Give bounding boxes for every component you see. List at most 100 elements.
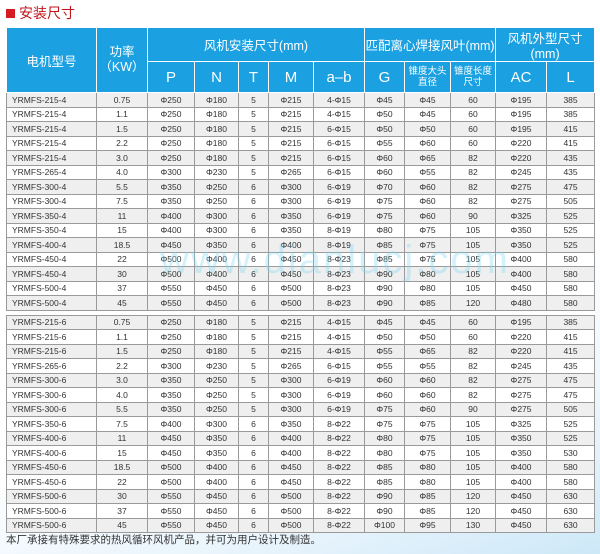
table-cell: Φ450 — [194, 280, 239, 296]
table-cell: Φ300 — [194, 222, 239, 238]
table-cell: Φ65 — [404, 150, 451, 166]
table-cell: Φ500 — [147, 251, 195, 267]
table-cell: Φ450 — [495, 488, 548, 504]
table-cell: 580 — [546, 280, 596, 296]
table-cell: 30 — [96, 266, 148, 282]
table-cell: Φ80 — [364, 445, 405, 461]
table-cell: Φ50 — [364, 329, 405, 345]
table-cell: Φ300 — [147, 358, 195, 374]
table-cell: Φ195 — [495, 92, 548, 108]
table-row: YRMFS-300-6 5.5 Φ350 Φ250 5 Φ300 6-Φ19 Φ75 Φ60 90… — [6, 401, 596, 417]
table-cell: Φ80 — [364, 222, 405, 238]
table-cell: 120 — [449, 503, 497, 519]
table-cell: Φ300 — [268, 193, 314, 209]
footer-note: 本厂承接有特殊要求的热风循环风机产品，并可为用户设计及制造。 — [6, 534, 321, 546]
table-cell: Φ60 — [404, 401, 451, 417]
table-cell: Φ450 — [495, 503, 548, 519]
table-cell: 82 — [449, 387, 497, 403]
table-cell: Φ350 — [495, 430, 548, 446]
table-cell: Φ275 — [495, 193, 548, 209]
table-cell: Φ450 — [194, 503, 239, 519]
table-cell: Φ500 — [268, 295, 314, 311]
table-cell: 6 — [238, 208, 269, 224]
table-cell: 4-Φ15 — [313, 343, 365, 359]
table-cell: YRMFS-215-4 — [6, 150, 97, 166]
table-cell: Φ300 — [268, 372, 314, 388]
header-col: T — [238, 61, 269, 93]
table-cell: Φ450 — [194, 517, 239, 533]
table-cell: 3.0 — [96, 150, 148, 166]
table-cell: Φ245 — [495, 164, 548, 180]
table-cell: Φ250 — [147, 343, 195, 359]
table-cell: Φ550 — [147, 517, 195, 533]
separator-cell — [6, 309, 595, 316]
table-cell: Φ180 — [194, 92, 239, 108]
table-cell: 105 — [449, 251, 497, 267]
table-row: YRMFS-265-4 4.0 Φ300 Φ230 5 Φ265 6-Φ15 Φ60 Φ55 82… — [6, 164, 596, 180]
table-cell: 8-Φ19 — [313, 222, 365, 238]
table-cell: 415 — [546, 329, 596, 345]
table-row: YRMFS-450-4 22 Φ500 Φ400 6 Φ450 8-Φ23 Φ85 Φ75 105… — [6, 251, 596, 267]
table-cell: 6 — [238, 295, 269, 311]
table-cell: Φ220 — [495, 343, 548, 359]
header-col: L — [546, 61, 596, 93]
table-cell: Φ400 — [147, 416, 195, 432]
table-cell: 7.5 — [96, 416, 148, 432]
table-row: YRMFS-400-4 18.5 Φ450 Φ350 6 Φ400 8-Φ19 Φ85 Φ75 1… — [6, 237, 596, 253]
table-row: YRMFS-450-4 30 Φ500 Φ400 6 Φ450 8-Φ23 Φ90 Φ80 105… — [6, 266, 596, 282]
table-row: YRMFS-300-4 7.5 Φ350 Φ250 6 Φ300 6-Φ19 Φ75 Φ60 82… — [6, 193, 596, 209]
table-cell: Φ250 — [194, 387, 239, 403]
table-cell: YRMFS-450-6 — [6, 474, 97, 490]
table-cell: Φ80 — [364, 430, 405, 446]
table-cell: YRMFS-350-6 — [6, 416, 97, 432]
table-cell: Φ550 — [147, 295, 195, 311]
table-cell: 6 — [238, 445, 269, 461]
table-cell: Φ275 — [495, 387, 548, 403]
table-cell: 525 — [546, 208, 596, 224]
table-cell: 105 — [449, 416, 497, 432]
table-cell: 8-Φ23 — [313, 251, 365, 267]
table-row: YRMFS-215-4 1.1 Φ250 Φ180 5 Φ215 4-Φ15 Φ50 Φ45 60… — [6, 106, 596, 122]
table-row: YRMFS-500-6 37 Φ550 Φ450 6 Φ500 8-Φ22 Φ90 Φ85 120… — [6, 503, 596, 519]
table-cell: Φ180 — [194, 135, 239, 151]
table-cell: Φ500 — [147, 459, 195, 475]
table-cell: 525 — [546, 416, 596, 432]
table-cell: Φ275 — [495, 401, 548, 417]
table-cell: 6 — [238, 488, 269, 504]
table-cell: Φ55 — [404, 358, 451, 374]
table-cell: Φ550 — [147, 280, 195, 296]
table-cell: 8-Φ22 — [313, 430, 365, 446]
table-cell: Φ85 — [404, 503, 451, 519]
table-cell: 5.5 — [96, 401, 148, 417]
table-cell: 435 — [546, 164, 596, 180]
table-cell: Φ450 — [268, 251, 314, 267]
table-cell: Φ180 — [194, 314, 239, 330]
table-cell: 525 — [546, 222, 596, 238]
table-cell: Φ350 — [495, 237, 548, 253]
table-cell: Φ60 — [404, 135, 451, 151]
table-cell: YRMFS-300-6 — [6, 387, 97, 403]
table-row: YRMFS-350-6 7.5 Φ400 Φ300 6 Φ350 8-Φ22 Φ75 Φ75 10… — [6, 416, 596, 432]
table-cell: Φ400 — [268, 430, 314, 446]
table-cell: 6-Φ19 — [313, 372, 365, 388]
table-cell: Φ50 — [404, 121, 451, 137]
table-cell: Φ75 — [404, 430, 451, 446]
table-cell: 6 — [238, 237, 269, 253]
table-cell: Φ50 — [364, 121, 405, 137]
table-cell: Φ480 — [495, 295, 548, 311]
table-row: YRMFS-400-6 11 Φ450 Φ350 6 Φ400 8-Φ22 Φ80 Φ75 105… — [6, 430, 596, 446]
table-row: YRMFS-215-4 3.0 Φ250 Φ180 5 Φ215 6-Φ15 Φ60 Φ65 82… — [6, 150, 596, 166]
table-cell: 5 — [238, 106, 269, 122]
table-cell: Φ180 — [194, 343, 239, 359]
table-cell: Φ180 — [194, 150, 239, 166]
table-cell: Φ250 — [194, 372, 239, 388]
table-cell: 1.5 — [96, 121, 148, 137]
table-cell: 5 — [238, 150, 269, 166]
table-row: YRMFS-400-6 15 Φ450 Φ350 6 Φ400 8-Φ22 Φ80 Φ75 105… — [6, 445, 596, 461]
red-square-icon — [6, 8, 15, 18]
table-cell: Φ400 — [194, 474, 239, 490]
table-cell: 105 — [449, 237, 497, 253]
table-cell: 18.5 — [96, 237, 148, 253]
table-cell: Φ55 — [364, 135, 405, 151]
table-cell: Φ65 — [404, 343, 451, 359]
